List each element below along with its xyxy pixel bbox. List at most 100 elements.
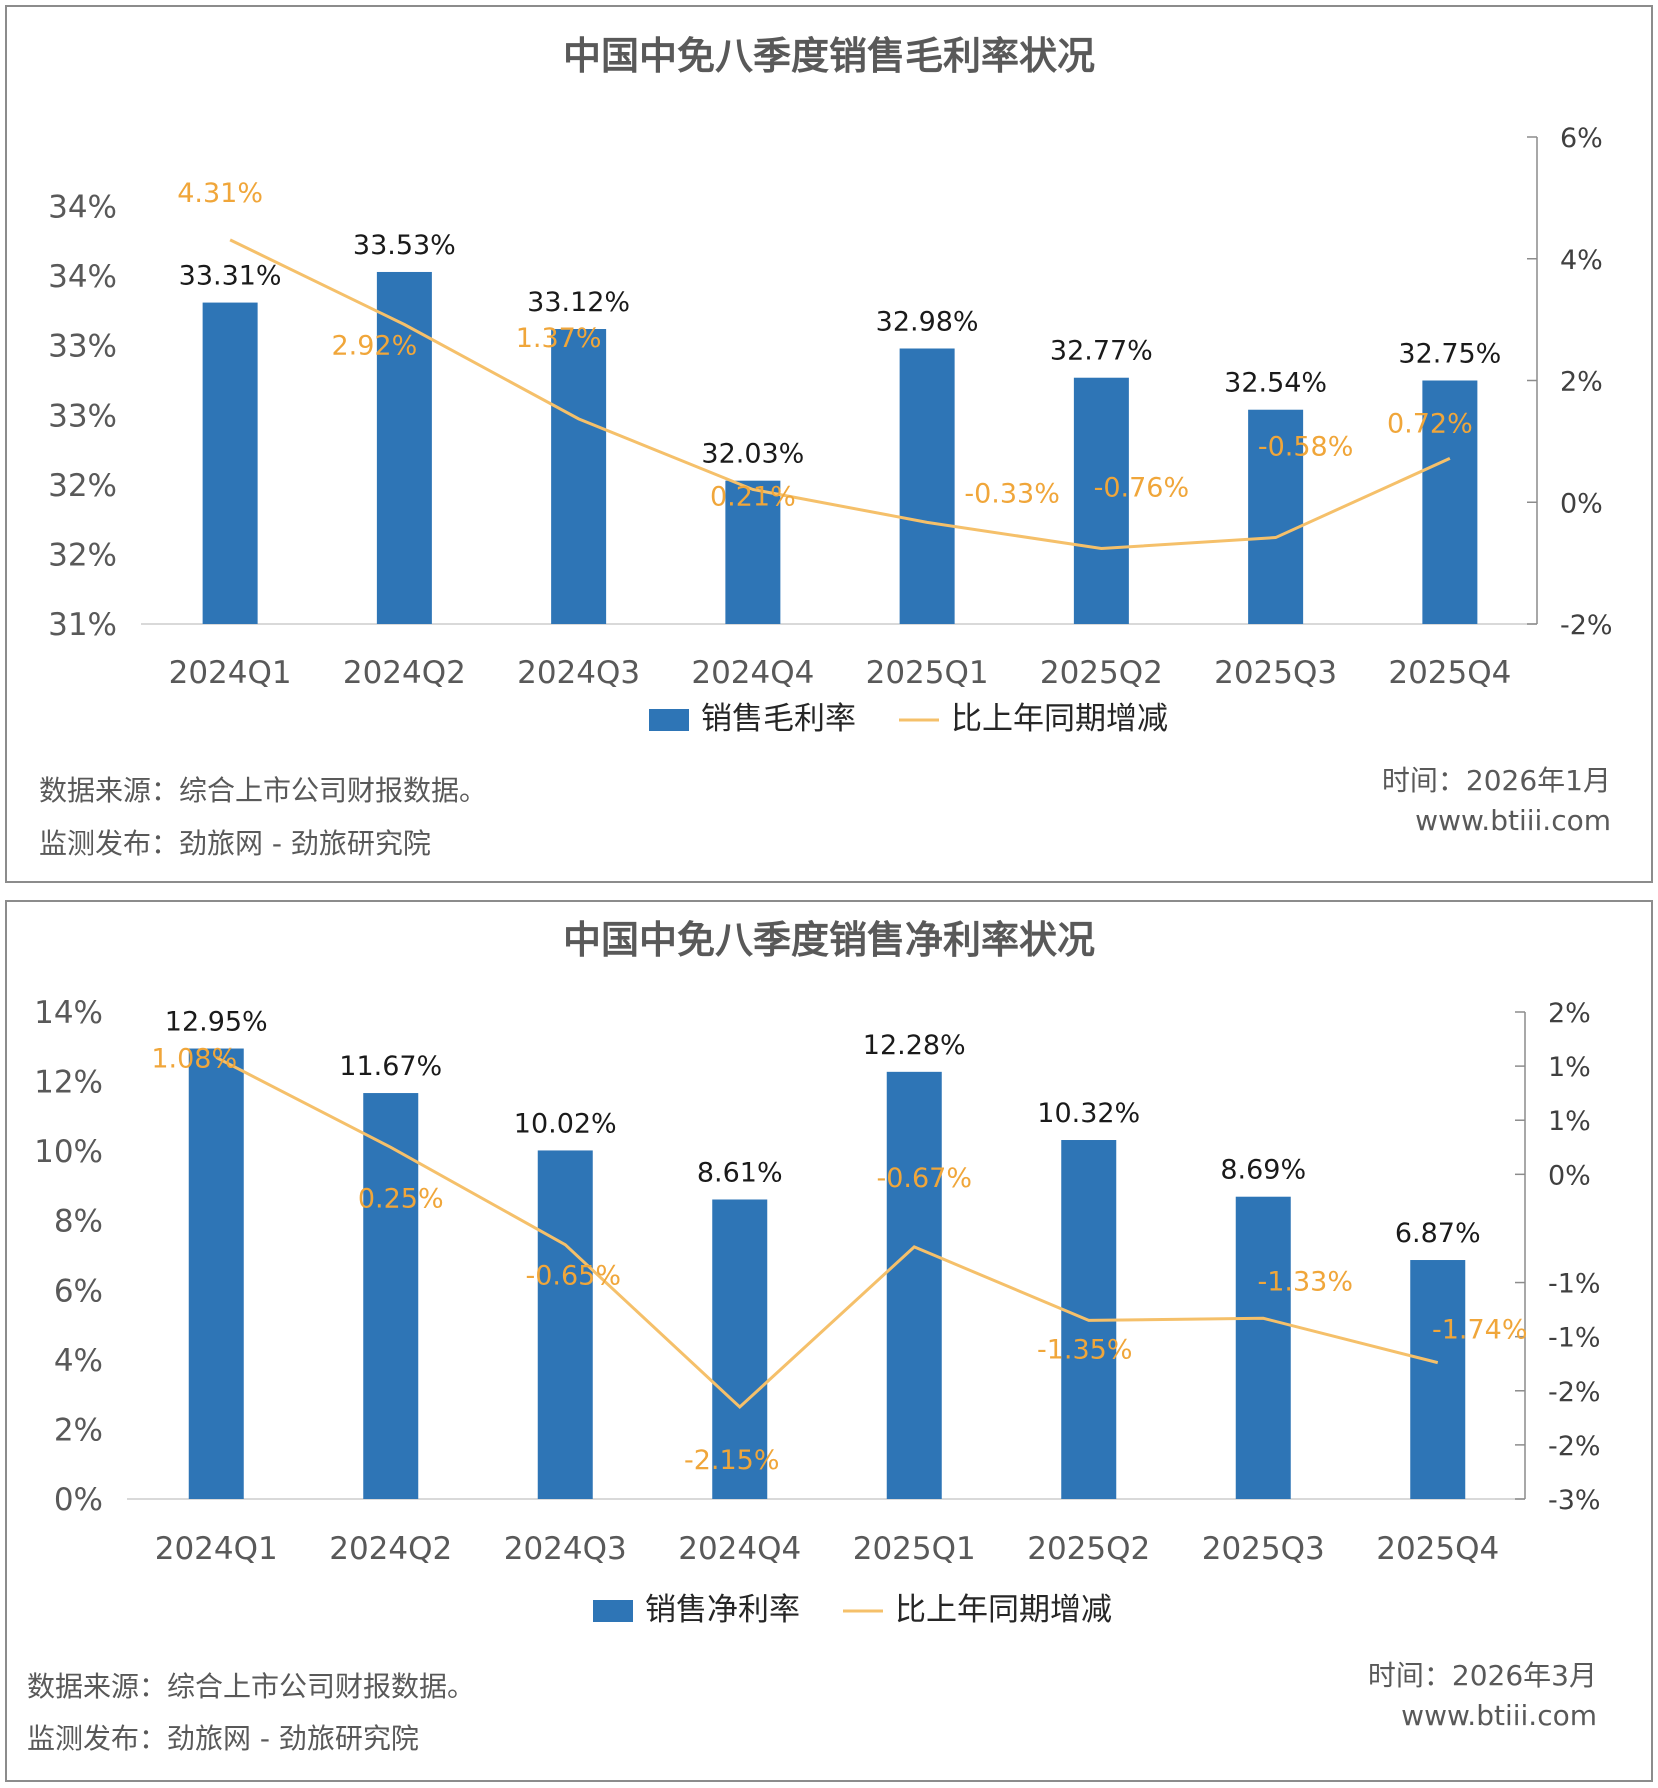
publisher-text: 监测发布：劲旅网 - 劲旅研究院 (39, 827, 431, 860)
line-data-label: 4.31% (177, 178, 263, 209)
bar (537, 1150, 593, 1499)
right-axis-tick-label: 1% (1548, 1106, 1591, 1137)
time-text: 时间：2026年3月 (1367, 1659, 1597, 1692)
x-axis-category-label: 2024Q2 (329, 1531, 452, 1567)
right-axis-tick-label: 4% (1560, 245, 1603, 276)
right-axis-tick-label: -1% (1548, 1323, 1601, 1354)
y-axis-tick-label: 31% (48, 607, 117, 643)
bar-data-label: 8.69% (1220, 1155, 1306, 1186)
x-axis-category-label: 2024Q4 (691, 655, 814, 691)
x-axis-category-label: 2024Q4 (678, 1531, 801, 1567)
legend-line-label: 比上年同期增减 (895, 1592, 1112, 1628)
line-data-label: -1.33% (1257, 1266, 1353, 1297)
bar (202, 302, 258, 624)
bar-data-label: 33.12% (527, 287, 630, 318)
bar-data-label: 10.32% (1037, 1098, 1140, 1129)
right-axis-tick-label: -2% (1548, 1377, 1601, 1408)
bar (1248, 409, 1304, 624)
x-axis-category-label: 2025Q3 (1202, 1531, 1325, 1567)
chart-title: 中国中免八季度销售毛利率状况 (563, 34, 1095, 78)
right-axis-tick-label: 0% (1548, 1160, 1591, 1191)
line-data-label: -0.58% (1258, 432, 1354, 463)
bar (725, 480, 781, 624)
y-axis-tick-label: 4% (54, 1343, 103, 1379)
net-margin-chart: 中国中免八季度销售净利率状况0%2%4%6%8%10%12%14%-3%-2%-… (34, 918, 1601, 1628)
data-source-text: 数据来源：综合上市公司财报数据。 (39, 774, 488, 807)
line-data-label: 2.92% (331, 330, 417, 361)
line-data-label: 1.37% (516, 323, 602, 354)
bar (551, 329, 607, 624)
bar-data-label: 10.02% (514, 1108, 617, 1139)
legend-bar-swatch (649, 709, 689, 731)
line-data-label: -0.65% (525, 1261, 621, 1292)
bar-data-label: 6.87% (1395, 1218, 1481, 1249)
publisher-text: 监测发布：劲旅网 - 劲旅研究院 (27, 1722, 419, 1755)
bar (712, 1199, 768, 1499)
y-axis-tick-label: 32% (48, 537, 117, 573)
gross-margin-chart-panel: 中国中免八季度销售毛利率状况 31% 32% 32% 33% 33% 34% 34% -2% 0%… (5, 5, 1653, 883)
yoy-change-line (215, 1056, 1439, 1410)
website-text: www.btiii.com (1415, 804, 1611, 837)
y-axis-tick-label: 0% (54, 1482, 103, 1518)
line-data-label: -1.35% (1037, 1334, 1133, 1365)
y-axis-tick-label: 10% (34, 1134, 103, 1170)
x-axis-category-label: 2025Q2 (1040, 655, 1163, 691)
bar-data-label: 32.98% (876, 306, 979, 337)
right-axis-tick-label: 2% (1548, 998, 1591, 1029)
bar (1073, 377, 1129, 624)
y-axis-tick-label: 34% (48, 190, 117, 226)
legend-line-label: 比上年同期增减 (951, 701, 1168, 737)
y-axis-tick-label: 34% (48, 259, 117, 295)
x-axis-category-label: 2025Q4 (1376, 1531, 1499, 1567)
x-axis-category-label: 2024Q1 (169, 655, 292, 691)
bar-data-label: 12.95% (165, 1007, 268, 1038)
line-data-label: -0.67% (876, 1163, 972, 1194)
bar-data-label: 11.67% (339, 1051, 442, 1082)
bar (1235, 1196, 1291, 1499)
gross-margin-chart: 中国中免八季度销售毛利率状况 31% 32% 32% 33% 33% 34% 34% -2% 0%… (48, 34, 1612, 737)
line-data-label: -0.76% (1094, 473, 1190, 504)
right-axis-tick-label: 6% (1560, 123, 1603, 154)
right-axis-tick-label: -1% (1548, 1269, 1601, 1300)
bar (376, 271, 432, 624)
bar-data-label: 8.61% (697, 1157, 783, 1188)
line-data-label: -2.15% (684, 1445, 780, 1476)
bar (886, 1071, 942, 1499)
right-axis-tick-label: 2% (1560, 367, 1603, 398)
bar-data-label: 33.31% (179, 261, 282, 292)
bar (899, 348, 955, 624)
line-data-label: 0.21% (710, 481, 796, 512)
legend-bar-swatch (593, 1600, 633, 1622)
x-axis-category-label: 2024Q3 (517, 655, 640, 691)
data-source-text: 数据来源：综合上市公司财报数据。 (27, 1670, 476, 1703)
right-axis-tick-label: 0% (1560, 488, 1603, 519)
bar (363, 1093, 419, 1499)
bar (188, 1048, 244, 1499)
bar-data-label: 32.54% (1224, 368, 1327, 399)
x-axis-category-label: 2024Q1 (155, 1531, 278, 1567)
y-axis-tick-label: 8% (54, 1204, 103, 1240)
legend-bar-label: 销售毛利率 (701, 701, 856, 737)
x-axis-category-label: 2025Q1 (853, 1531, 976, 1567)
bar-data-label: 33.53% (353, 230, 456, 261)
bar-data-label: 32.03% (701, 439, 804, 470)
line-data-label: -0.33% (964, 478, 1060, 509)
line-data-label: 0.25% (358, 1183, 444, 1214)
x-axis-category-label: 2024Q3 (504, 1531, 627, 1567)
yoy-change-line (229, 238, 1451, 551)
y-axis-tick-label: 12% (34, 1065, 103, 1101)
legend-bar-label: 销售净利率 (645, 1592, 800, 1628)
website-text: www.btiii.com (1401, 1699, 1597, 1732)
bar (1410, 1260, 1466, 1499)
line-data-label: -1.74% (1432, 1315, 1528, 1346)
y-axis-tick-label: 33% (48, 329, 117, 365)
x-axis-category-label: 2025Q1 (866, 655, 989, 691)
y-axis-tick-label: 32% (48, 468, 117, 504)
x-axis-category-label: 2025Q4 (1388, 655, 1511, 691)
bar-data-label: 32.77% (1050, 336, 1153, 367)
y-axis-tick-label: 14% (34, 995, 103, 1031)
chart-title: 中国中免八季度销售净利率状况 (563, 918, 1095, 962)
right-axis-tick-label: -2% (1548, 1431, 1601, 1462)
x-axis-category-label: 2024Q2 (343, 655, 466, 691)
bar (1422, 380, 1478, 624)
